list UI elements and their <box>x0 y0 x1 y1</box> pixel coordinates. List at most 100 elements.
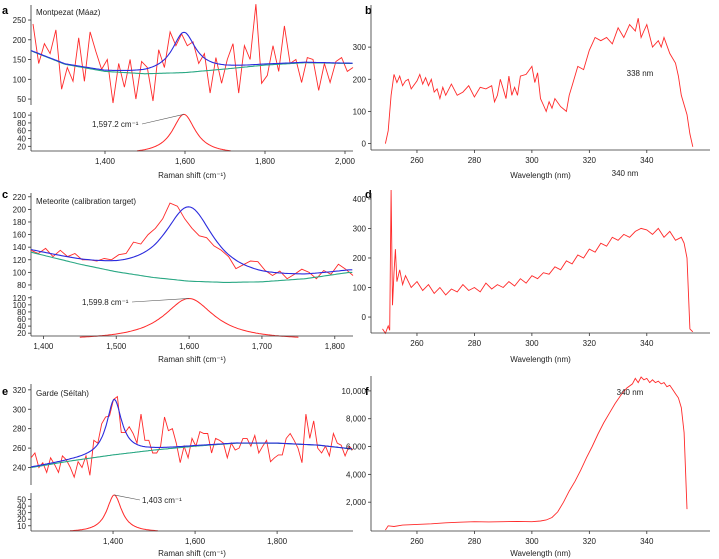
yticks-lower-y-tick-label: 40 <box>17 135 26 144</box>
total-fit-line <box>30 31 353 71</box>
yticks-lower-y-tick-label: 10 <box>17 522 26 531</box>
panel-letter: a <box>2 5 9 17</box>
x-tick-label: 340 <box>640 156 654 165</box>
x-tick-label: 280 <box>468 339 482 348</box>
x-axis-label: Wavelength (nm) <box>510 549 571 558</box>
x-tick-label: 1,800 <box>267 537 288 546</box>
yticks-y-tick-label: 100 <box>353 284 367 293</box>
x-tick-label: 260 <box>410 156 424 165</box>
x-tick-label: 1,800 <box>325 342 346 351</box>
x-tick-label: 260 <box>410 537 424 546</box>
yticks-y-tick-label: 0 <box>362 140 367 149</box>
x-axis-label: Raman shift (cm⁻¹) <box>158 549 226 558</box>
x-tick-label: 280 <box>468 537 482 546</box>
yticks-upper-y-tick-label: 100 <box>13 268 27 277</box>
spectrum-line <box>385 376 688 531</box>
peak-leader-line <box>141 114 184 125</box>
x-axis-label: Raman shift (cm⁻¹) <box>158 171 226 180</box>
raw-spectrum-line <box>30 395 354 479</box>
yticks-lower-y-tick-label: 80 <box>17 308 26 317</box>
total-fit-line <box>30 398 353 468</box>
peak-label: 1,403 cm⁻¹ <box>142 496 182 505</box>
sample-title: Meteorite (calibration target) <box>36 197 136 206</box>
x-tick-label: 300 <box>525 537 539 546</box>
panel-letter: b <box>365 5 372 17</box>
yticks-y-tick-label: 10,000 <box>342 387 367 396</box>
yticks-upper-y-tick-label: 240 <box>13 464 27 473</box>
x-tick-label: 340 <box>640 339 654 348</box>
spectrum-line <box>384 18 694 147</box>
yticks-lower-y-tick-label: 20 <box>17 515 26 524</box>
x-axis-label: Raman shift (cm⁻¹) <box>158 355 226 364</box>
peak-leader-line <box>131 298 189 303</box>
total-fit-line <box>30 206 353 275</box>
raw-spectrum-line <box>32 4 354 104</box>
yticks-lower-y-tick-label: 100 <box>13 301 27 310</box>
yticks-lower-y-tick-label: 20 <box>17 329 26 338</box>
x-tick-label: 1,600 <box>185 537 206 546</box>
panel-d: d 0 100 200 300 400 340 nm 260 280 300 320 340 Wavel… <box>353 169 710 364</box>
yticks-y-tick-label: 2,000 <box>346 498 367 507</box>
peak-component-line <box>79 297 299 338</box>
yticks-upper-y-tick-label: 160 <box>13 231 27 240</box>
x-axis-label: Wavelength (nm) <box>510 355 571 364</box>
x-tick-label: 1,400 <box>33 342 54 351</box>
yticks-y-tick-label: 300 <box>353 224 367 233</box>
x-tick-label: 1,700 <box>252 342 273 351</box>
peak-label: 1,597.2 cm⁻¹ <box>92 120 139 129</box>
yticks-upper-y-tick-label: 120 <box>13 256 27 265</box>
yticks-y-tick-label: 8,000 <box>346 415 367 424</box>
yticks-upper-y-tick-label: 50 <box>17 95 26 104</box>
yticks-upper-y-tick-label: 300 <box>13 405 27 414</box>
yticks-upper-y-tick-label: 200 <box>13 36 27 45</box>
x-tick-label: 1,600 <box>179 342 200 351</box>
panel-letter: e <box>2 386 8 398</box>
x-tick-label: 320 <box>583 537 597 546</box>
yticks-upper-y-tick-label: 180 <box>13 218 27 227</box>
yticks-upper-y-tick-label: 250 <box>13 16 27 25</box>
yticks-lower-y-tick-label: 50 <box>17 496 26 505</box>
yticks-lower-y-tick-label: 30 <box>17 509 26 518</box>
baseline-fit-line <box>30 251 353 283</box>
panel-b: b 0 100 200 300 338 nm 260 280 300 320 340 Waveleng… <box>353 5 710 180</box>
peak-component-line <box>136 113 231 152</box>
peak-annotation: 340 nm <box>612 169 639 178</box>
yticks-upper-y-tick-label: 220 <box>13 193 27 202</box>
yticks-upper-y-tick-label: 260 <box>13 444 27 453</box>
yticks-upper-y-tick-label: 150 <box>13 56 27 65</box>
panel-letter: f <box>365 386 369 398</box>
x-tick-label: 1,500 <box>106 342 127 351</box>
yticks-lower-y-tick-label: 100 <box>13 111 27 120</box>
yticks-upper-y-tick-label: 140 <box>13 243 27 252</box>
x-tick-label: 280 <box>468 156 482 165</box>
x-tick-label: 1,600 <box>175 157 196 166</box>
yticks-upper-y-tick-label: 320 <box>13 386 27 395</box>
yticks-y-tick-label: 4,000 <box>346 470 367 479</box>
panel-letter: d <box>365 189 372 201</box>
x-tick-label: 320 <box>583 339 597 348</box>
x-tick-label: 2,000 <box>335 157 356 166</box>
yticks-lower-y-tick-label: 60 <box>17 315 26 324</box>
x-tick-label: 300 <box>525 339 539 348</box>
peak-annotation: 340 nm <box>617 388 644 397</box>
x-tick-label: 260 <box>410 339 424 348</box>
x-tick-label: 320 <box>583 156 597 165</box>
yticks-y-tick-label: 400 <box>353 195 367 204</box>
panel-letter: c <box>2 189 8 201</box>
raw-spectrum-line <box>30 202 354 280</box>
yticks-lower-y-tick-label: 120 <box>13 294 27 303</box>
yticks-lower-y-tick-label: 80 <box>17 119 26 128</box>
spectrum-line <box>382 189 694 335</box>
yticks-y-tick-label: 0 <box>362 313 367 322</box>
yticks-y-tick-label: 6,000 <box>346 443 367 452</box>
sample-title: Garde (Séítah) <box>36 389 89 398</box>
peak-annotation: 338 nm <box>627 69 654 78</box>
yticks-upper-y-tick-label: 80 <box>17 281 26 290</box>
yticks-lower-y-tick-label: 20 <box>17 142 26 151</box>
peak-label: 1,599.8 cm⁻¹ <box>82 298 129 307</box>
x-tick-label: 1,400 <box>95 157 116 166</box>
x-axis-label: Wavelength (nm) <box>510 171 571 180</box>
yticks-y-tick-label: 300 <box>353 43 367 52</box>
